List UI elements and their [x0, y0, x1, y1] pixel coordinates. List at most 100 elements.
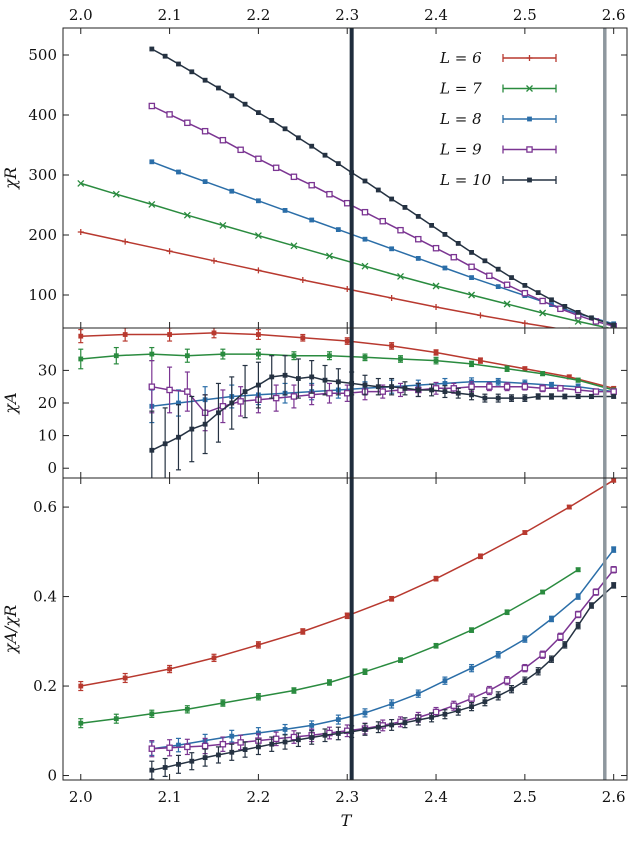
- data-point: [148, 383, 156, 390]
- data-point: [189, 69, 195, 75]
- legend-label: L = 9: [439, 141, 482, 159]
- data-point: [486, 687, 493, 694]
- data-point: [148, 102, 156, 110]
- data-point: [291, 353, 297, 359]
- data-point: [549, 616, 554, 622]
- data-point: [557, 305, 564, 313]
- data-point: [522, 678, 528, 684]
- data-point: [256, 744, 261, 750]
- data-point: [269, 741, 275, 747]
- x-tick-label-top: 2.6: [602, 6, 626, 24]
- data-point: [122, 332, 128, 337]
- data-point: [574, 386, 582, 394]
- legend-label: L = 7: [439, 80, 482, 98]
- legend-entry: L = 8: [439, 110, 557, 128]
- data-point: [176, 169, 181, 175]
- data-point: [549, 382, 554, 388]
- data-point: [183, 211, 191, 219]
- data-point: [429, 387, 434, 393]
- data-point: [362, 354, 368, 360]
- data-point: [272, 735, 280, 743]
- x-tick-label-bottom: 2.5: [513, 788, 537, 806]
- data-point: [433, 576, 439, 582]
- data-point: [589, 603, 594, 608]
- data-point: [256, 110, 261, 115]
- data-point: [540, 371, 546, 377]
- x-tick-label-top: 2.0: [69, 6, 93, 24]
- data-point: [539, 651, 546, 658]
- series-group: [78, 478, 617, 780]
- data-point: [521, 320, 528, 327]
- data-point: [535, 668, 541, 674]
- data-point: [549, 394, 554, 399]
- legend-label: L = 10: [439, 171, 492, 189]
- y-tick-label: 500: [28, 46, 57, 64]
- data-point: [325, 252, 333, 260]
- data-point: [574, 317, 582, 325]
- data-point: [455, 708, 461, 714]
- data-point: [282, 739, 288, 745]
- legend: L = 6 L = 7 L = 8 L = 9 L = 10: [439, 49, 557, 189]
- legend-entry: L = 9: [439, 141, 557, 159]
- data-point: [229, 188, 235, 194]
- data-point: [229, 400, 235, 406]
- data-point: [611, 547, 617, 552]
- panel-bottom: 0 0.2 0.4 0.6 χA/χR: [1, 477, 628, 785]
- legend-label: L = 6: [439, 49, 482, 67]
- data-point: [522, 636, 528, 642]
- series-L7: [77, 179, 618, 328]
- data-point: [77, 179, 85, 187]
- data-point: [562, 642, 568, 648]
- data-point: [389, 196, 395, 202]
- data-point: [148, 200, 156, 208]
- data-point: [557, 633, 564, 641]
- data-point: [269, 374, 275, 380]
- data-point: [184, 353, 190, 359]
- series-L10: [149, 582, 617, 780]
- x-tick-label-top: 2.5: [513, 6, 537, 24]
- data-point: [216, 752, 221, 758]
- data-point: [309, 143, 315, 149]
- data-point: [78, 683, 84, 689]
- data-point: [309, 735, 315, 740]
- data-point: [442, 265, 448, 271]
- data-point: [503, 300, 511, 308]
- data-point: [522, 283, 528, 288]
- data-point: [256, 332, 261, 337]
- data-point: [295, 737, 301, 743]
- data-point: [549, 656, 554, 662]
- data-point: [375, 724, 381, 730]
- data-point: [162, 441, 168, 447]
- data-point: [242, 389, 248, 394]
- data-point: [562, 304, 568, 309]
- data-point: [184, 706, 190, 712]
- data-point: [495, 652, 501, 658]
- data-point: [162, 765, 168, 770]
- data-point: [503, 383, 511, 390]
- x-tick-label-top: 2.2: [246, 6, 270, 24]
- data-point: [450, 702, 458, 709]
- data-point: [432, 244, 440, 252]
- legend-entry: L = 10: [439, 171, 557, 189]
- data-point: [78, 720, 84, 726]
- data-point: [242, 747, 248, 752]
- data-point: [322, 377, 328, 383]
- data-point: [389, 246, 395, 252]
- y-tick-label: 0.6: [33, 498, 57, 516]
- data-point: [149, 46, 155, 52]
- data-point: [335, 227, 341, 232]
- data-point: [469, 665, 474, 671]
- data-point: [166, 111, 173, 118]
- data-point: [592, 388, 600, 395]
- data-point: [611, 478, 617, 483]
- y-tick-label: 0: [47, 459, 57, 477]
- data-point: [167, 666, 172, 672]
- data-point: [219, 136, 227, 144]
- data-point: [335, 379, 341, 385]
- data-point: [486, 272, 493, 280]
- series-group: [78, 328, 617, 478]
- data-point: [219, 221, 227, 229]
- data-point: [442, 232, 448, 237]
- data-point: [539, 309, 547, 317]
